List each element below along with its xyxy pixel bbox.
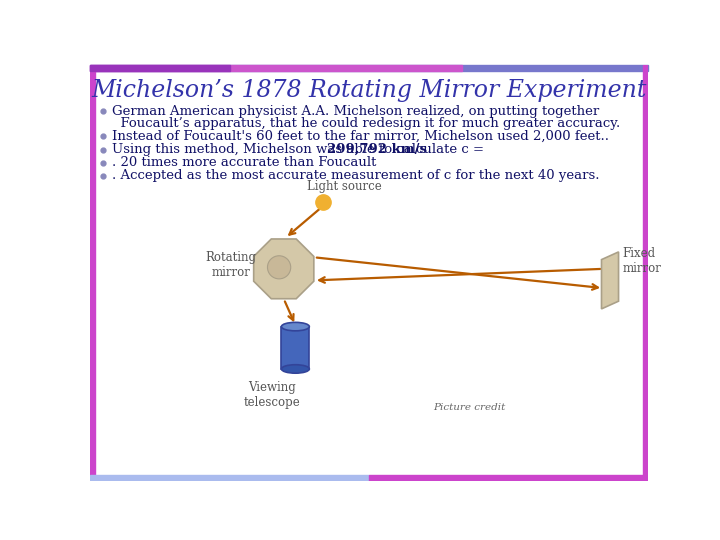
Text: Picture credit: Picture credit [433,403,506,412]
Polygon shape [601,252,618,309]
Text: . 20 times more accurate than Foucault: . 20 times more accurate than Foucault [112,156,376,169]
Text: Rotating
mirror: Rotating mirror [205,251,256,279]
Bar [90,475,369,481]
Text: . Accepted as the most accurate measurement of c for the next 40 years.: . Accepted as the most accurate measurem… [112,169,599,182]
Polygon shape [253,239,314,299]
Text: Michelson’s 1878 Rotating Mirror Experiment: Michelson’s 1878 Rotating Mirror Experim… [91,79,647,103]
Text: 299,792 km/s: 299,792 km/s [327,143,427,156]
Text: Foucault’s apparatus, that he could redesign it for much greater accuracy.: Foucault’s apparatus, that he could rede… [112,117,620,130]
Bar [90,65,648,71]
Bar [90,65,462,71]
Text: Fixed
mirror: Fixed mirror [622,247,661,275]
Circle shape [267,256,291,279]
Bar [90,65,96,481]
Ellipse shape [282,322,310,331]
Text: Using this method, Michelson was able to calculate c =: Using this method, Michelson was able to… [112,143,488,156]
Ellipse shape [282,364,310,373]
Text: Instead of Foucault's 60 feet to the far mirror, Michelson used 2,000 feet..: Instead of Foucault's 60 feet to the far… [112,130,608,143]
Text: German American physicist A.A. Michelson realized, on putting together: German American physicist A.A. Michelson… [112,105,599,118]
Bar [90,65,230,71]
Bar [642,65,648,481]
Text: Light source: Light source [307,180,382,193]
Bar [282,327,310,369]
Text: Viewing
telescope: Viewing telescope [244,381,300,409]
Bar [369,475,648,481]
